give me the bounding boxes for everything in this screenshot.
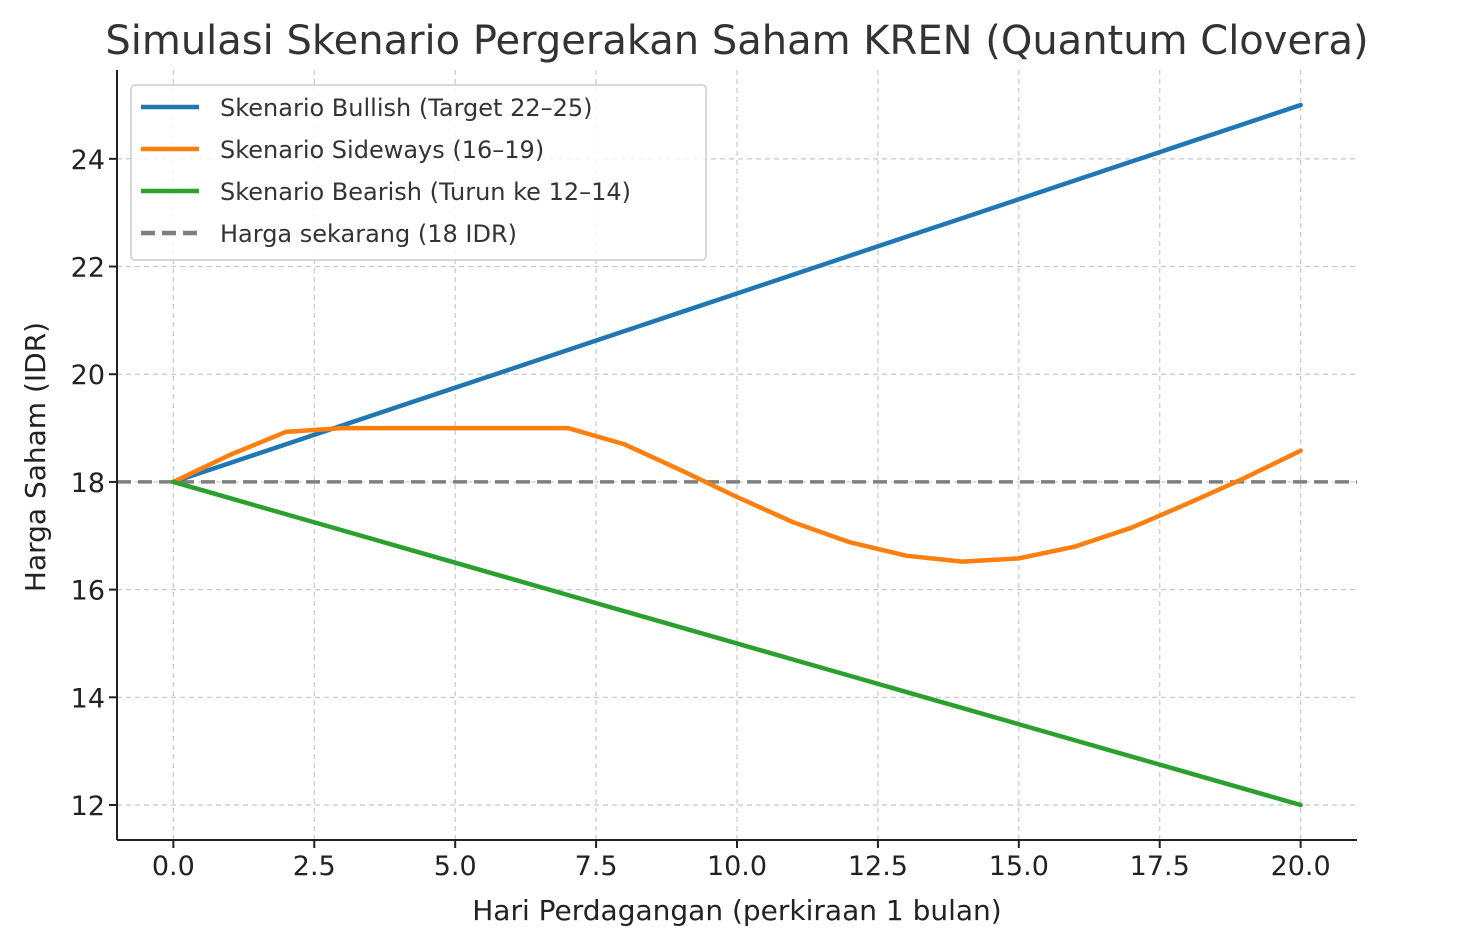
x-axis-ticks: 0.0 2.5 5.0 7.5 10.0 12.5 15.0 17.5 20.0 (152, 840, 1331, 882)
legend-label-harga-sekarang: Harga sekarang (18 IDR) (220, 220, 517, 248)
x-tick-label: 2.5 (293, 851, 336, 882)
x-tick-label: 5.0 (434, 851, 477, 882)
legend-label-bullish: Skenario Bullish (Target 22–25) (220, 94, 593, 122)
legend-label-sideways: Skenario Sideways (16–19) (220, 136, 544, 164)
plot-area (117, 102, 1357, 808)
x-tick-label: 0.0 (152, 851, 195, 882)
series-line-sideways (171, 425, 1303, 564)
legend: Skenario Bullish (Target 22–25) Skenario … (130, 84, 707, 261)
x-tick-label: 10.0 (707, 851, 767, 882)
y-tick-label: 16 (71, 576, 105, 607)
y-tick-label: 18 (71, 468, 105, 499)
y-tick-label: 20 (71, 360, 105, 391)
chart-title: Simulasi Skenario Pergerakan Saham KREN … (105, 18, 1368, 64)
x-tick-label: 15.0 (989, 851, 1049, 882)
y-axis-ticks: 12 14 16 18 20 22 24 (71, 145, 117, 822)
y-tick-label: 12 (71, 791, 105, 822)
x-tick-label: 7.5 (575, 851, 618, 882)
x-axis-label: Hari Perdagangan (perkiraan 1 bulan) (472, 894, 1001, 927)
y-axis-label: Harga Saham (IDR) (19, 322, 52, 592)
y-tick-label: 22 (71, 253, 105, 284)
y-tick-label: 24 (71, 145, 105, 176)
series-line-bearish (171, 479, 1303, 808)
legend-box (130, 84, 707, 261)
y-tick-label: 14 (71, 683, 105, 714)
x-tick-label: 20.0 (1271, 851, 1331, 882)
legend-label-bearish: Skenario Bearish (Turun ke 12–14) (220, 178, 631, 206)
x-tick-label: 12.5 (848, 851, 908, 882)
series-line-bullish (171, 102, 1303, 485)
x-tick-label: 17.5 (1130, 851, 1190, 882)
